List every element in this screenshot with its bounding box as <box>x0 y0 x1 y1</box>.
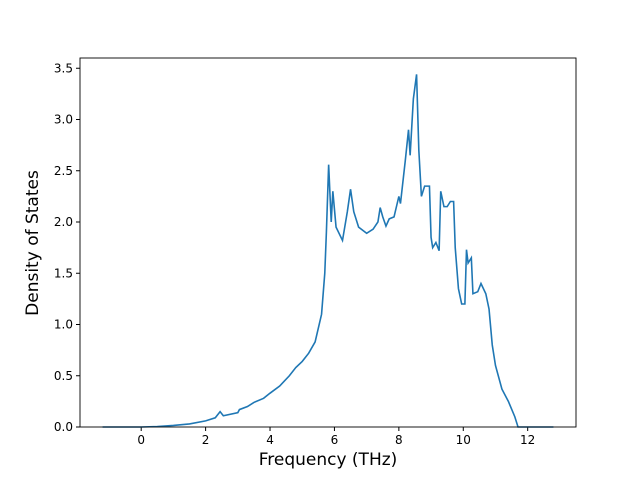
x-tick-label: 4 <box>266 433 274 447</box>
y-tick-label: 3.0 <box>54 113 73 127</box>
x-tick-label: 6 <box>331 433 339 447</box>
y-axis-label: Density of States <box>23 170 43 316</box>
y-tick-label: 0.5 <box>54 369 73 383</box>
y-tick-label: 0.0 <box>54 420 73 434</box>
y-tick-label: 2.0 <box>54 215 73 229</box>
y-tick-label: 2.5 <box>54 164 73 178</box>
x-tick-label: 10 <box>456 433 471 447</box>
plot-frame <box>79 57 577 428</box>
y-tick-label: 1.0 <box>54 318 73 332</box>
x-tick-label: 8 <box>395 433 403 447</box>
x-tick-label: 0 <box>137 433 145 447</box>
y-tick-label: 1.5 <box>54 266 73 280</box>
x-tick-label: 12 <box>520 433 535 447</box>
x-tick-label: 2 <box>202 433 210 447</box>
x-axis-label: Frequency (THz) <box>259 450 398 470</box>
y-tick-label: 3.5 <box>54 61 73 75</box>
line <box>102 74 554 428</box>
